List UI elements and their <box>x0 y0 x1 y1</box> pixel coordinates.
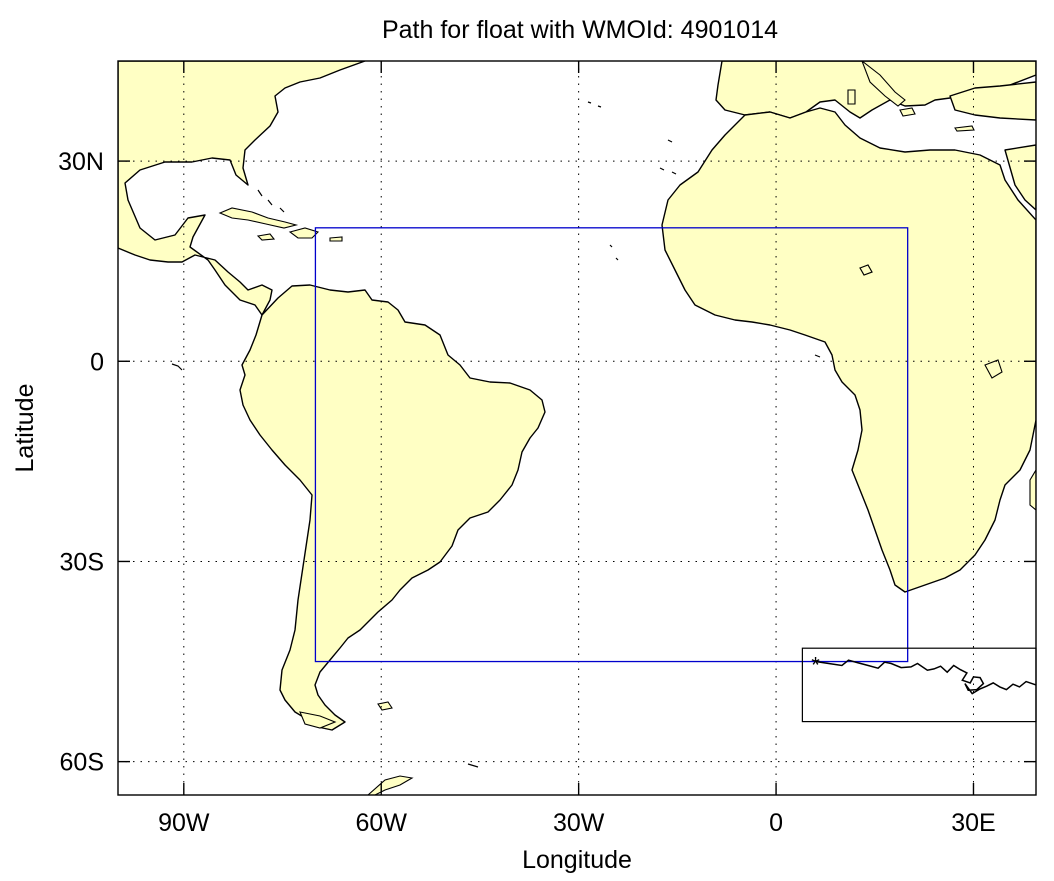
lake-chad <box>859 264 873 276</box>
longitude-axis: 90W 60W 30W 0 30E <box>158 61 996 837</box>
antarctic-peninsula-land <box>367 775 414 795</box>
float-start-marker: * <box>811 653 820 678</box>
lake-victoria <box>984 359 1003 379</box>
plot-area <box>118 61 1036 795</box>
madeira-island <box>667 139 673 143</box>
y-axis-label: Latitude <box>11 384 39 473</box>
latitude-axis: 30N 0 30S 60S <box>58 148 1036 777</box>
azores-islands <box>587 101 602 108</box>
tierra-del-fuego-island <box>299 711 337 729</box>
africa-land <box>661 107 1036 593</box>
y-tick-label: 30N <box>58 148 104 176</box>
hispaniola-island <box>288 227 320 239</box>
y-tick-label: 0 <box>90 348 104 376</box>
x-tick-label: 30W <box>553 809 605 837</box>
north-america-land <box>118 61 366 316</box>
falkland-islands <box>377 701 393 711</box>
cape-verde-islands <box>609 244 619 261</box>
y-tick-label: 30S <box>60 548 104 576</box>
puerto-rico-island <box>329 236 343 242</box>
bioko-island <box>814 354 821 358</box>
x-axis-label: Longitude <box>522 846 632 874</box>
bahamas-islands <box>257 189 285 213</box>
x-tick-label: 90W <box>158 809 210 837</box>
latitude-gridlines <box>118 160 1036 763</box>
sicily-island <box>899 107 916 117</box>
x-tick-label: 30E <box>951 809 995 837</box>
y-tick-label: 60S <box>60 749 104 777</box>
float-track-inset-box <box>801 647 1037 723</box>
cuba-island <box>218 207 299 229</box>
float-region-box <box>314 227 909 663</box>
float-path-line <box>815 659 1037 695</box>
madagascar-island <box>1029 468 1036 511</box>
galapagos-islands <box>171 363 183 371</box>
x-tick-label: 0 <box>769 809 783 837</box>
canary-islands <box>659 167 677 175</box>
anatolia-land <box>949 81 1036 121</box>
italy-land <box>861 61 906 107</box>
south-georgia-island <box>467 763 479 768</box>
crete-island <box>954 125 975 132</box>
map-title: Path for float with WMOId: 4901014 <box>382 16 778 44</box>
south-america-land <box>239 284 546 731</box>
sardinia-island <box>847 89 856 105</box>
jamaica-island <box>256 233 276 241</box>
map-frame <box>117 60 1037 796</box>
x-tick-label: 60W <box>356 809 408 837</box>
graticule <box>118 61 1036 795</box>
